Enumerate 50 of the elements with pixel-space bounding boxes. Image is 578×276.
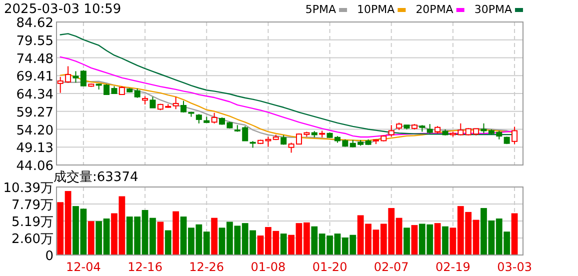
x-tick-label: 03-03 bbox=[497, 260, 532, 274]
candlestick bbox=[150, 96, 156, 108]
bar bbox=[211, 218, 218, 256]
legend-label: 10PMA bbox=[357, 3, 396, 16]
y-tick-label: 79.55 bbox=[16, 34, 54, 49]
y-tick-label: 74.48 bbox=[16, 52, 54, 67]
bar bbox=[164, 230, 172, 256]
x-tick-label: 01-08 bbox=[250, 260, 286, 274]
y-tick-label: 0 bbox=[45, 249, 54, 264]
bar bbox=[280, 234, 287, 256]
y-tick-label: 59.27 bbox=[16, 105, 54, 120]
y-tick-label: 69.41 bbox=[16, 70, 54, 85]
legend-label: 20PMA bbox=[416, 3, 454, 16]
bar bbox=[404, 228, 410, 256]
x-tick-label: 12-04 bbox=[66, 260, 101, 274]
candlestick bbox=[172, 96, 179, 110]
candlestick bbox=[426, 124, 433, 134]
legend-label: 30PMA bbox=[474, 3, 512, 16]
candlestick bbox=[211, 112, 218, 124]
y-tick-label: 5.19万 bbox=[12, 215, 54, 230]
candlestick bbox=[72, 70, 79, 84]
bar bbox=[411, 225, 418, 256]
x-tick-label: 12-26 bbox=[189, 260, 224, 274]
bar bbox=[172, 211, 180, 256]
chart-title: 成交量:63374 bbox=[54, 169, 138, 185]
bar bbox=[434, 223, 441, 256]
candlestick bbox=[512, 126, 518, 145]
candlestick bbox=[196, 114, 202, 124]
y-tick-label: 44.06 bbox=[16, 159, 54, 174]
candlestick bbox=[388, 124, 394, 138]
y-tick-label: 84.62 bbox=[16, 16, 54, 31]
x-tick-label: 12-16 bbox=[128, 260, 162, 274]
candlestick bbox=[134, 88, 140, 98]
y-tick-label: 64.34 bbox=[16, 88, 54, 102]
bar bbox=[511, 213, 518, 256]
candlestick bbox=[480, 122, 487, 134]
x-tick-label: 02-19 bbox=[436, 260, 470, 274]
bar bbox=[157, 222, 164, 256]
chart-title: 2025-03-03 10:59 bbox=[4, 2, 122, 17]
bar bbox=[88, 221, 94, 256]
y-tick-label: 7.79万 bbox=[12, 198, 54, 214]
y-tick-label: 10.39万 bbox=[3, 181, 54, 196]
y-tick-label: 49.13 bbox=[16, 141, 54, 156]
x-tick-label: 02-07 bbox=[374, 260, 409, 274]
y-tick-label: 2.60万 bbox=[12, 232, 54, 247]
candlestick bbox=[80, 70, 86, 87]
y-tick-label: 54.20 bbox=[16, 123, 54, 138]
bar bbox=[442, 226, 448, 256]
x-tick-label: 01-20 bbox=[312, 260, 348, 274]
legend-label: 5PMA bbox=[305, 3, 336, 16]
